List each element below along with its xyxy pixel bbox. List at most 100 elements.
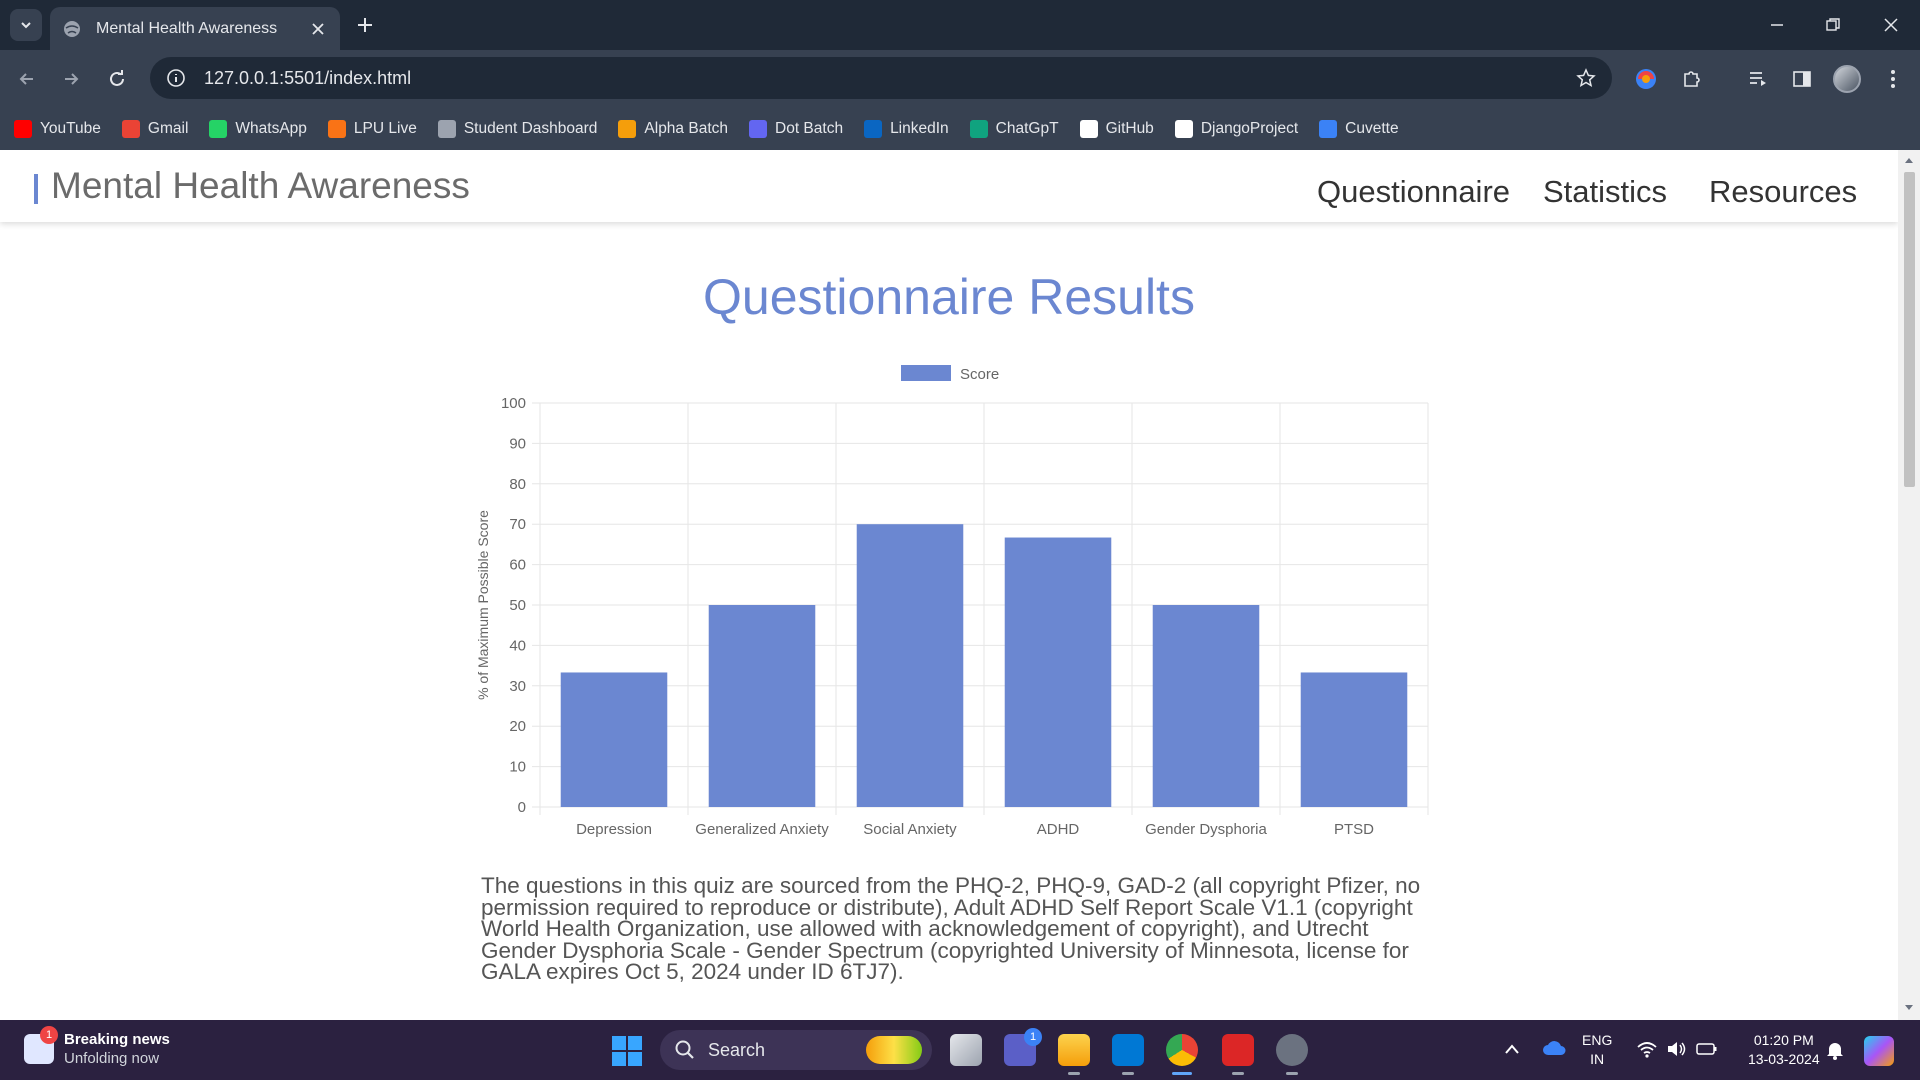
site-header: Mental Health Awareness Questionnaire St… [0,150,1898,222]
chevron-down-icon [21,22,31,29]
djangoproject-icon [1174,120,1193,138]
bookmark-djangoproject[interactable]: DjangoProject [1174,120,1298,138]
bookmark-label: YouTube [40,120,101,137]
onedrive-cloud-icon[interactable] [1542,1040,1566,1061]
info-icon[interactable] [164,66,188,90]
youtube-icon [14,120,32,138]
y-tick-label: 10 [509,759,526,776]
extension-colorful-icon[interactable] [1632,65,1660,93]
nav-questionnaire[interactable]: Questionnaire [1317,174,1511,209]
nav-statistics[interactable]: Statistics [1543,174,1668,209]
news-widget[interactable]: 1 Breaking news Unfolding now [24,1026,170,1068]
cuvette-icon [1319,120,1338,138]
y-tick-label: 20 [509,718,526,735]
bookmark-label: Dot Batch [775,120,844,137]
bookmark-chatgpt[interactable]: ChatGpT [969,120,1059,138]
scroll-up-icon[interactable] [1903,154,1915,166]
x-tick-label: Depression [576,821,652,838]
bookmark-whatsapp[interactable]: WhatsApp [209,120,307,138]
minimize-button[interactable] [1764,12,1790,38]
windows-taskbar: 1 Breaking news Unfolding now Search 1 E… [0,1020,1920,1080]
battery-icon[interactable] [1696,1041,1718,1062]
legend-label: Score [960,366,999,383]
profile-avatar[interactable] [1833,65,1861,93]
settings-indicator [1286,1072,1298,1075]
chevron-up-icon[interactable] [1504,1042,1520,1060]
bookmark-youtube[interactable]: YouTube [14,120,101,138]
bookmark-gmail[interactable]: Gmail [121,120,188,138]
x-tick-label: Gender Dysphoria [1145,821,1267,838]
minimize-icon [1771,24,1783,26]
page-scrollbar[interactable] [1898,150,1920,1020]
search-icon [675,1040,694,1059]
side-panel-icon[interactable] [1788,65,1816,93]
site-brand[interactable]: Mental Health Awareness [51,165,470,206]
forward-button[interactable] [56,64,86,94]
bar-gender-dysphoria [1152,605,1260,807]
teams-icon[interactable]: 1 [1004,1028,1042,1066]
results-bar-chart: 0 10 20 30 40 50 60 70 80 90 100 Depression Generali… [475,365,1429,838]
back-button[interactable] [12,64,42,94]
start-button[interactable] [612,1036,642,1066]
file-explorer-icon[interactable] [1058,1034,1090,1066]
close-tab-icon[interactable] [308,19,328,39]
task-view-icon[interactable] [950,1034,982,1066]
clock-date: 13-03-2024 [1748,1051,1820,1067]
news-subtitle: Unfolding now [64,1050,160,1067]
arrow-right-icon [65,73,79,85]
tab-strip: Mental Health Awareness [0,0,1920,50]
taskbar-search[interactable]: Search [660,1030,932,1070]
brand-accent-bar [34,174,38,204]
address-bar[interactable]: 127.0.0.1:5501/index.html [150,57,1612,99]
bookmark-student-dashboard[interactable]: Student Dashboard [437,120,597,138]
bookmark-star-icon[interactable] [1574,66,1598,90]
copilot-icon[interactable] [1864,1036,1894,1066]
notification-bell-icon[interactable] [1826,1040,1844,1065]
y-tick-label: 100 [501,395,526,412]
scroll-thumb[interactable] [1904,172,1915,487]
settings-gear-icon[interactable] [1276,1034,1308,1066]
wifi-icon[interactable] [1636,1040,1658,1063]
close-window-button[interactable] [1878,12,1904,38]
tab-search-button[interactable] [10,9,42,41]
gmail-icon [121,120,140,138]
plus-icon [358,18,372,32]
whatsapp-icon [209,120,228,138]
y-tick-label: 60 [509,557,526,574]
url-text[interactable]: 127.0.0.1:5501/index.html [204,67,412,88]
search-highlight-icon [866,1036,922,1064]
volume-icon[interactable] [1666,1040,1688,1063]
wps-office-icon[interactable] [1222,1034,1254,1066]
media-controls-icon[interactable] [1744,65,1772,93]
scroll-down-icon[interactable] [1903,1002,1915,1014]
bookmark-alpha-batch[interactable]: Alpha Batch [618,120,728,138]
reload-icon [110,70,124,86]
bookmark-dot-batch[interactable]: Dot Batch [749,120,843,138]
bookmark-cuvette[interactable]: Cuvette [1319,120,1399,138]
wps-indicator [1232,1072,1244,1075]
language-code: ENG [1582,1032,1613,1048]
language-indicator[interactable]: ENG IN [1582,1031,1612,1069]
reload-button[interactable] [102,64,132,94]
page-viewport: Mental Health Awareness Questionnaire St… [0,150,1898,1020]
more-menu-icon[interactable] [1879,65,1907,93]
extensions-puzzle-icon[interactable] [1678,65,1706,93]
bookmark-label: ChatGpT [995,120,1059,137]
clock[interactable]: 01:20 PM 13-03-2024 [1748,1031,1820,1069]
chrome-icon[interactable] [1166,1034,1198,1066]
bookmark-lpu-live[interactable]: LPU Live [327,120,417,138]
active-tab[interactable]: Mental Health Awareness [50,7,340,50]
bookmark-label: WhatsApp [235,120,307,137]
bookmark-linkedin[interactable]: LinkedIn [864,120,949,138]
globe-icon [64,20,80,37]
nav-resources[interactable]: Resources [1709,174,1858,209]
restore-button[interactable] [1820,12,1846,38]
legend-swatch [901,365,951,381]
y-tick-label: 90 [509,435,526,452]
new-tab-button[interactable] [352,12,378,38]
bookmark-github[interactable]: GitHub [1079,120,1154,138]
teams-badge: 1 [1024,1028,1042,1046]
vscode-icon[interactable] [1112,1034,1144,1066]
tab-title: Mental Health Awareness [96,19,278,37]
news-icon: 1 [24,1026,58,1064]
